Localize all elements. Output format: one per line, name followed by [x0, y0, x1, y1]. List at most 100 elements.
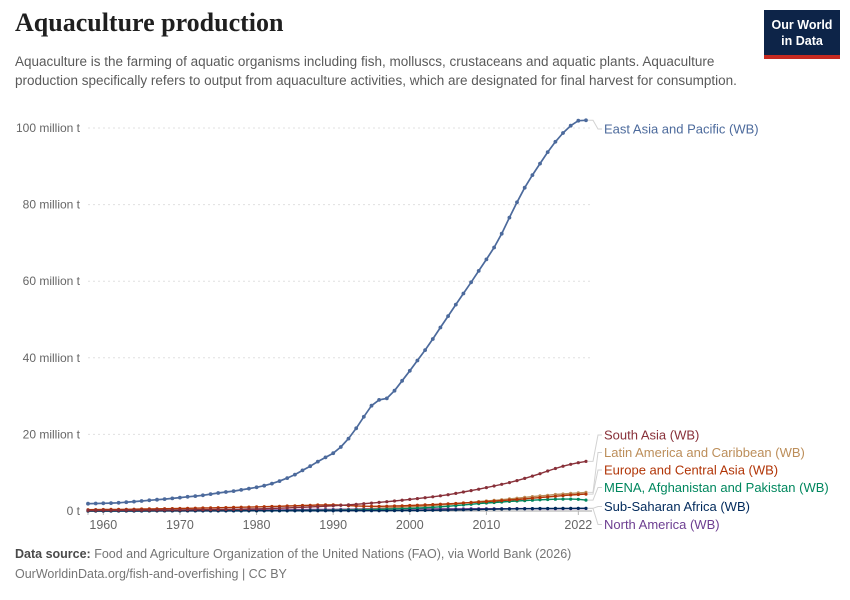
data-point[interactable]	[155, 497, 159, 502]
data-point[interactable]	[117, 508, 121, 512]
data-point[interactable]	[553, 506, 558, 510]
data-point[interactable]	[369, 509, 374, 513]
data-point[interactable]	[346, 436, 351, 441]
series-line-south-asia-wb[interactable]	[88, 460, 587, 512]
data-point[interactable]	[201, 493, 205, 498]
data-point[interactable]	[270, 506, 274, 510]
data-point[interactable]	[400, 509, 404, 513]
data-point[interactable]	[155, 508, 159, 512]
data-point[interactable]	[331, 451, 336, 456]
data-point[interactable]	[285, 476, 290, 480]
data-point[interactable]	[438, 508, 442, 512]
data-point[interactable]	[446, 504, 450, 508]
data-point[interactable]	[500, 499, 504, 503]
data-point[interactable]	[423, 506, 427, 510]
data-point[interactable]	[500, 507, 504, 511]
data-point[interactable]	[492, 507, 496, 511]
data-point[interactable]	[293, 472, 297, 477]
data-point[interactable]	[530, 173, 535, 177]
data-point[interactable]	[132, 508, 136, 512]
data-point[interactable]	[492, 484, 496, 488]
data-point[interactable]	[224, 490, 228, 494]
data-point[interactable]	[431, 508, 435, 512]
data-point[interactable]	[147, 498, 152, 503]
data-point[interactable]	[492, 499, 496, 503]
data-point[interactable]	[94, 508, 98, 512]
data-point[interactable]	[178, 508, 182, 512]
data-point[interactable]	[293, 509, 297, 513]
data-point[interactable]	[300, 468, 305, 473]
data-point[interactable]	[385, 500, 389, 504]
data-point[interactable]	[293, 506, 297, 510]
data-point[interactable]	[362, 502, 366, 506]
data-point[interactable]	[277, 479, 282, 483]
data-point[interactable]	[553, 139, 558, 144]
data-point[interactable]	[453, 302, 458, 307]
data-point[interactable]	[369, 501, 374, 505]
data-point[interactable]	[438, 502, 442, 506]
data-point[interactable]	[484, 507, 488, 511]
data-point[interactable]	[323, 455, 328, 460]
data-point[interactable]	[354, 426, 359, 431]
data-point[interactable]	[553, 466, 558, 471]
data-point[interactable]	[546, 506, 550, 511]
data-point[interactable]	[576, 506, 580, 510]
data-point[interactable]	[584, 506, 588, 510]
data-point[interactable]	[507, 498, 511, 502]
data-point[interactable]	[461, 508, 465, 512]
data-point[interactable]	[576, 461, 580, 465]
data-point[interactable]	[285, 506, 289, 510]
data-point[interactable]	[331, 504, 335, 508]
data-point[interactable]	[116, 500, 121, 505]
data-point[interactable]	[339, 509, 343, 513]
data-point[interactable]	[423, 348, 427, 352]
data-point[interactable]	[208, 492, 213, 496]
data-point[interactable]	[385, 504, 389, 508]
data-point[interactable]	[523, 497, 527, 501]
data-point[interactable]	[469, 489, 473, 493]
data-point[interactable]	[392, 509, 397, 513]
data-point[interactable]	[178, 495, 182, 500]
series-label-europe-and-central-asia-wb[interactable]: Europe and Central Asia (WB)	[604, 463, 778, 478]
series-label-mena-afghanistan-and-pakistan-wb[interactable]: MENA, Afghanistan and Pakistan (WB)	[604, 480, 829, 495]
data-point[interactable]	[185, 494, 190, 499]
data-point[interactable]	[231, 489, 236, 493]
data-point[interactable]	[469, 501, 473, 505]
data-point[interactable]	[438, 505, 442, 509]
data-point[interactable]	[415, 506, 419, 510]
data-point[interactable]	[446, 493, 450, 497]
data-point[interactable]	[338, 445, 343, 449]
data-point[interactable]	[553, 497, 558, 501]
series-label-east-asia-and-pacific-wb[interactable]: East Asia and Pacific (WB)	[604, 122, 759, 137]
data-point[interactable]	[140, 508, 144, 512]
data-point[interactable]	[545, 150, 550, 154]
data-point[interactable]	[400, 504, 404, 508]
data-point[interactable]	[369, 504, 374, 508]
data-point[interactable]	[568, 123, 573, 128]
data-point[interactable]	[584, 498, 588, 502]
data-point[interactable]	[224, 507, 228, 511]
data-point[interactable]	[285, 509, 289, 513]
data-point[interactable]	[569, 493, 573, 497]
data-point[interactable]	[277, 509, 282, 513]
data-point[interactable]	[124, 508, 128, 512]
data-point[interactable]	[392, 388, 397, 393]
data-point[interactable]	[354, 502, 358, 506]
data-point[interactable]	[270, 481, 274, 486]
data-point[interactable]	[538, 496, 542, 500]
data-point[interactable]	[438, 494, 442, 498]
data-point[interactable]	[101, 508, 105, 512]
data-point[interactable]	[139, 499, 144, 503]
data-point[interactable]	[392, 499, 397, 503]
series-line-east-asia-and-pacific-wb[interactable]	[87, 119, 587, 505]
data-point[interactable]	[454, 508, 458, 512]
data-point[interactable]	[507, 481, 511, 485]
data-point[interactable]	[323, 504, 328, 508]
data-point[interactable]	[515, 200, 519, 205]
data-point[interactable]	[515, 507, 519, 511]
data-point[interactable]	[546, 497, 550, 502]
data-point[interactable]	[446, 508, 450, 512]
data-point[interactable]	[377, 504, 381, 508]
data-point[interactable]	[255, 507, 259, 511]
data-point[interactable]	[308, 509, 312, 513]
